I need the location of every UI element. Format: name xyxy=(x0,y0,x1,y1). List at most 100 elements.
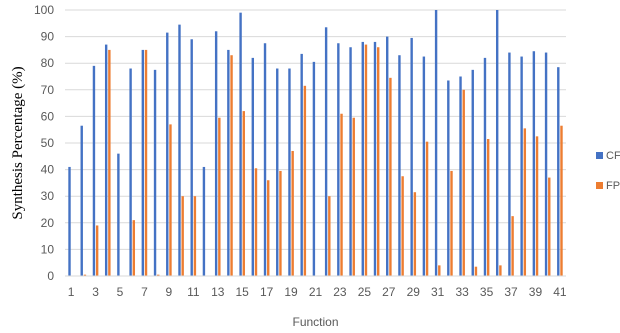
y-tick-label: 80 xyxy=(41,56,55,70)
bar-cf-41 xyxy=(557,67,560,276)
bar-fp-26 xyxy=(376,47,380,276)
x-tick-label: 11 xyxy=(187,285,200,299)
bar-fp-39 xyxy=(535,136,539,276)
bar-fp-6 xyxy=(132,220,136,276)
x-tick-label: 3 xyxy=(92,285,99,299)
x-tick-label: 19 xyxy=(284,285,298,299)
bar-fp-14 xyxy=(230,55,233,276)
x-axis-title: Function xyxy=(292,315,338,329)
bar-cf-10 xyxy=(178,24,181,276)
bar-cf-28 xyxy=(398,55,401,276)
x-tick-label: 23 xyxy=(333,285,347,299)
x-tick-label: 25 xyxy=(358,285,372,299)
x-tick-label: 41 xyxy=(553,285,567,299)
bar-cf-2 xyxy=(80,125,83,277)
x-tick-label: 37 xyxy=(504,285,518,299)
y-tick-label: 70 xyxy=(41,83,55,97)
x-tick-label: 9 xyxy=(166,285,173,299)
bar-cf-14 xyxy=(227,49,230,277)
bar-cf-19 xyxy=(288,68,291,277)
bar-cf-33 xyxy=(459,76,462,276)
bar-cf-40 xyxy=(544,52,548,277)
y-tick-labels: 0 10 20 30 40 50 60 70 80 90 100 xyxy=(34,3,54,283)
bar-cf-35 xyxy=(483,57,487,276)
bar-cf-8 xyxy=(153,69,157,276)
bar-fp-9 xyxy=(169,124,172,276)
bar-cf-29 xyxy=(410,37,413,277)
y-tick-label: 60 xyxy=(41,109,55,123)
bar-fp-8 xyxy=(157,274,160,276)
bar-fp-31 xyxy=(438,265,441,276)
bar-fp-11 xyxy=(193,196,197,276)
bar-cf-22 xyxy=(324,27,328,277)
bar-fp-10 xyxy=(181,196,184,276)
bar-cf-13 xyxy=(214,31,218,277)
x-tick-label: 33 xyxy=(455,285,469,299)
bar-cf-20 xyxy=(300,53,303,276)
bar-fp-25 xyxy=(364,44,368,276)
bar-cf-1 xyxy=(68,166,71,276)
x-tick-label: 15 xyxy=(236,285,250,299)
bar-cf-3 xyxy=(92,65,96,276)
bar-fp-35 xyxy=(486,139,490,276)
x-tick-label: 5 xyxy=(117,285,124,299)
y-tick-label: 90 xyxy=(41,30,55,44)
y-tick-label: 30 xyxy=(41,189,55,203)
bar-fp-13 xyxy=(218,117,221,276)
x-tick-label: 35 xyxy=(480,285,494,299)
bar-cf-21 xyxy=(312,61,316,277)
bar-cf-9 xyxy=(166,32,169,276)
x-tick-label: 17 xyxy=(260,285,274,299)
bar-fp-16 xyxy=(254,168,258,276)
bar-cf-23 xyxy=(337,43,340,276)
bar-cf-37 xyxy=(508,52,511,277)
legend-label-cf: CF xyxy=(606,150,620,162)
bar-fp-7 xyxy=(144,49,148,277)
bar-cf-31 xyxy=(434,10,438,276)
bar-fp-20 xyxy=(303,85,307,276)
x-tick-label: 1 xyxy=(68,285,75,299)
bar-fp-4 xyxy=(108,49,111,277)
bar-fp-23 xyxy=(340,113,343,277)
bars xyxy=(68,10,563,277)
bar-cf-30 xyxy=(422,56,426,276)
bar-fp-36 xyxy=(499,265,502,276)
x-tick-label: 31 xyxy=(431,285,445,299)
bar-fp-19 xyxy=(291,150,294,276)
x-tick-label: 21 xyxy=(309,285,323,299)
bar-fp-28 xyxy=(401,176,404,276)
bar-fp-17 xyxy=(267,180,270,276)
bar-fp-38 xyxy=(523,128,527,276)
legend-swatch-fp xyxy=(596,182,603,189)
bar-fp-18 xyxy=(279,170,282,276)
bar-cf-17 xyxy=(263,43,267,276)
bar-cf-4 xyxy=(104,44,108,276)
bar-cf-34 xyxy=(471,69,474,276)
y-tick-label: 0 xyxy=(47,269,54,283)
bar-fp-40 xyxy=(548,177,551,276)
bar-cf-27 xyxy=(386,36,389,276)
bar-cf-11 xyxy=(190,39,193,277)
bar-fp-33 xyxy=(462,89,465,276)
x-tick-label: 7 xyxy=(141,285,148,299)
x-tick-label: 29 xyxy=(407,285,421,299)
y-tick-label: 100 xyxy=(34,3,54,17)
bar-fp-29 xyxy=(413,192,417,276)
legend-swatch-cf xyxy=(596,152,603,159)
bar-fp-3 xyxy=(95,225,99,276)
y-tick-label: 10 xyxy=(41,242,55,256)
y-tick-label: 50 xyxy=(41,136,55,150)
bar-fp-27 xyxy=(389,77,392,276)
bar-fp-24 xyxy=(352,117,355,276)
bar-cf-36 xyxy=(495,10,499,276)
bar-fp-30 xyxy=(425,141,429,276)
bar-cf-25 xyxy=(361,41,364,276)
legend: CF FP xyxy=(596,150,620,192)
bar-fp-37 xyxy=(511,216,514,276)
bar-cf-7 xyxy=(141,49,145,277)
y-tick-label: 40 xyxy=(41,163,55,177)
legend-label-fp: FP xyxy=(606,180,620,192)
bar-fp-22 xyxy=(328,196,331,276)
bar-cf-6 xyxy=(129,68,132,277)
